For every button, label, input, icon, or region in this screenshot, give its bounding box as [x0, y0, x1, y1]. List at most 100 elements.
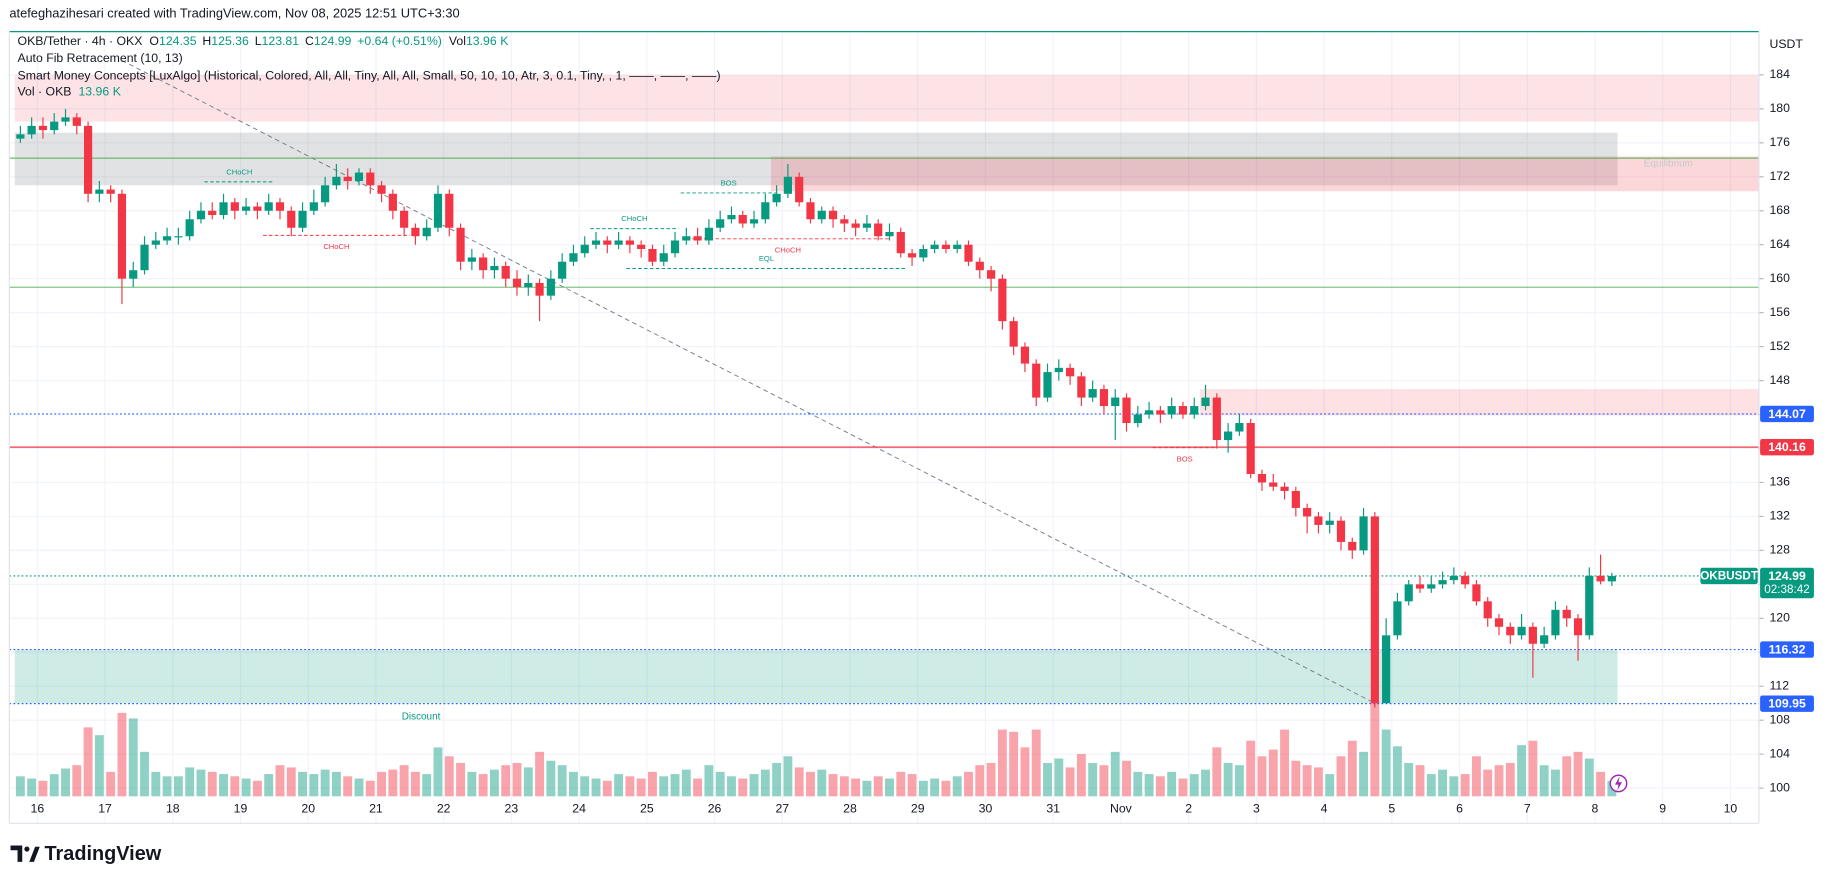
zone — [770, 156, 1759, 192]
candle-body — [930, 244, 939, 249]
x-tick-label: 19 — [234, 801, 248, 815]
y-tick-label: 132 — [1769, 509, 1790, 523]
candle-body — [580, 244, 589, 254]
volume-bar — [523, 767, 533, 797]
x-tick-label: 4 — [1321, 801, 1328, 815]
volume-bar — [489, 769, 499, 797]
candle-body — [1111, 397, 1120, 407]
candle-body — [433, 193, 443, 228]
grid — [9, 31, 1759, 824]
x-tick-label: 18 — [166, 801, 180, 815]
volume-bar — [1054, 758, 1064, 797]
volume-bar — [817, 769, 827, 797]
candle-body — [896, 231, 905, 254]
candle-body — [862, 223, 872, 228]
y-tick-label: 160 — [1769, 271, 1790, 285]
candle-body — [400, 210, 409, 228]
structure-label: CHoCH — [226, 168, 252, 177]
volume-bar — [478, 774, 488, 797]
volume-bar — [38, 780, 48, 797]
y-tick-label: 156 — [1769, 305, 1790, 319]
candle-body — [83, 125, 93, 194]
candle-body — [1020, 346, 1030, 364]
volume-bar — [173, 776, 183, 797]
symbol-label-bg — [1700, 567, 1758, 585]
candle-body — [1054, 367, 1063, 373]
candle-body — [874, 223, 883, 237]
volume-bar — [659, 776, 669, 797]
volume-bar — [568, 771, 578, 797]
candle-body — [1472, 584, 1481, 602]
candle-body — [298, 210, 307, 228]
volume-bar — [794, 767, 804, 797]
vol-unit: K — [500, 34, 509, 48]
zone — [14, 649, 1618, 704]
volume-bar — [783, 756, 793, 797]
volume-bar — [1313, 767, 1323, 797]
candle-body — [163, 236, 172, 241]
candle-body — [1596, 575, 1605, 582]
x-tick-label: 17 — [98, 801, 112, 815]
candle-body — [1032, 363, 1041, 398]
candle-body — [253, 206, 262, 211]
legend-line: OKB/Tether · 4h · OKX O124.35 H125.36 L123.… — [18, 34, 510, 48]
volume-bar — [1076, 754, 1086, 797]
candle-body — [1291, 490, 1300, 508]
candle-body — [749, 219, 759, 224]
y-tick-label: 136 — [1769, 475, 1790, 489]
volume-bar — [1471, 756, 1481, 797]
vol-label: Vol — [449, 34, 466, 48]
volume-bar — [952, 776, 962, 797]
x-tick-label: 2 — [1185, 801, 1192, 815]
candle-body — [1483, 601, 1492, 619]
volume-bar — [1505, 762, 1515, 797]
volume-bar — [1584, 758, 1594, 797]
volume-bar — [49, 774, 59, 797]
volume-bar — [320, 769, 330, 797]
h-label: H — [202, 34, 211, 48]
candle-body — [1257, 473, 1267, 483]
volume-bar — [388, 769, 398, 797]
price-label: 116.32 — [1769, 642, 1806, 656]
volume-bar — [1144, 774, 1154, 797]
volume-bar — [298, 771, 307, 797]
candle-body — [1077, 376, 1086, 398]
volume-bar — [1031, 729, 1041, 797]
candle-body — [1280, 486, 1289, 491]
candle-body — [16, 134, 25, 139]
zones — [14, 74, 1759, 704]
volume-bar — [1494, 765, 1504, 797]
volume-bar — [185, 767, 195, 797]
candle-body — [569, 253, 578, 262]
price-label: 124.99 — [1768, 569, 1806, 583]
candle-body — [117, 193, 127, 279]
volume-bar — [557, 765, 567, 797]
candle-body — [795, 176, 804, 203]
volume-bar — [365, 780, 375, 797]
x-tick-label: 27 — [775, 801, 789, 815]
candle-body — [140, 244, 149, 271]
candle-body — [1528, 626, 1537, 644]
candle-body — [287, 210, 296, 228]
fib-trend — [121, 60, 1376, 704]
zone — [14, 74, 1759, 122]
volume-bar — [964, 771, 973, 797]
volume-bar — [986, 762, 996, 797]
candle-body — [1585, 575, 1594, 636]
candle-body — [1190, 406, 1199, 415]
volume-bar — [1246, 740, 1256, 797]
structure-label: CHoCH — [775, 245, 801, 254]
volume-bar — [1110, 751, 1120, 797]
indicator: Auto Fib Retracement (10, 13) — [18, 51, 183, 65]
volume-bar — [241, 778, 251, 797]
symbol: OKB/Tether · 4h · OKX — [18, 34, 143, 48]
candle-body — [1415, 584, 1425, 589]
volume-bar — [151, 771, 161, 797]
y-tick-label: 184 — [1769, 67, 1790, 81]
candle-body — [693, 236, 702, 241]
y-tick-label: 180 — [1769, 101, 1790, 115]
candle-body — [783, 176, 792, 194]
volume-bar — [230, 776, 240, 797]
candle-body — [670, 240, 680, 254]
